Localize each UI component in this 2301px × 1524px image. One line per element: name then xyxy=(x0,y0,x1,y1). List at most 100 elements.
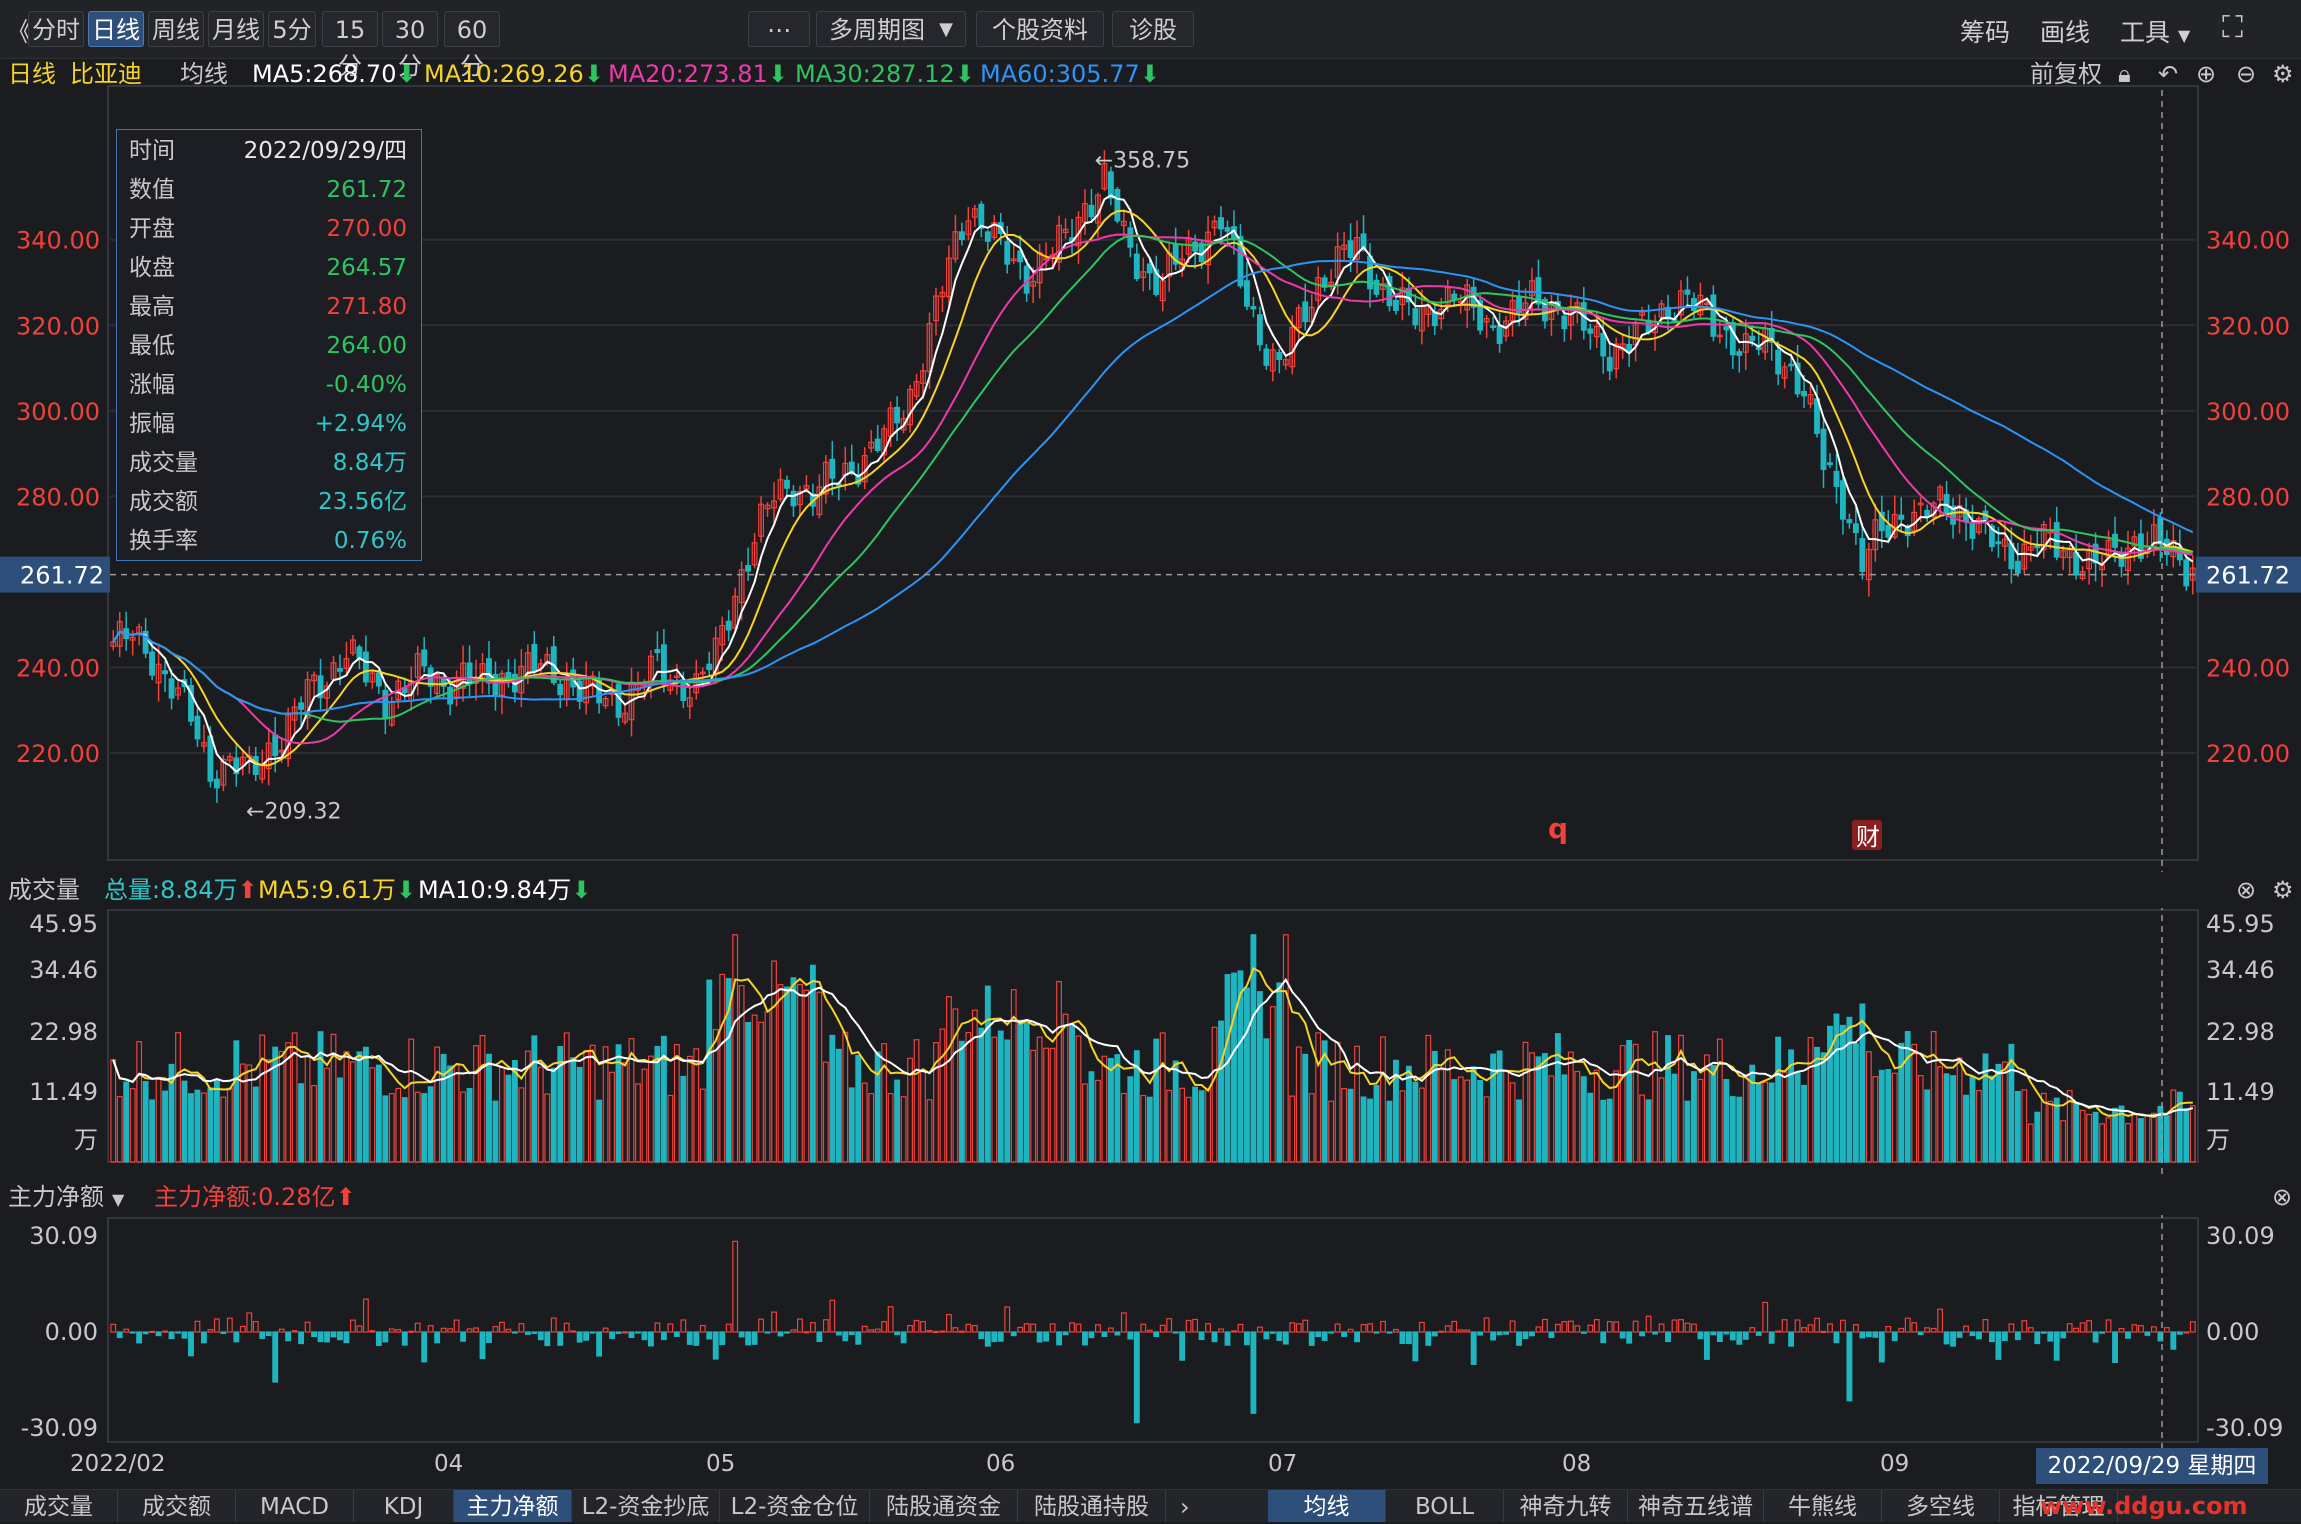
candle-body xyxy=(1801,390,1807,397)
flow-bar xyxy=(667,1323,674,1333)
candle-body xyxy=(1723,326,1730,331)
flow-bar xyxy=(1231,1330,1237,1333)
close-icon[interactable]: ⊗ xyxy=(2272,1183,2293,1211)
flow-bar xyxy=(1263,1331,1270,1340)
volume-bar xyxy=(453,1064,460,1163)
chevron-right-icon[interactable]: › xyxy=(1180,1493,1190,1521)
diagnose-button[interactable]: 诊股 xyxy=(1112,11,1194,47)
volume-bar xyxy=(1684,1100,1691,1163)
indicator-tab[interactable]: 陆股通持股 xyxy=(1018,1490,1166,1522)
finance-marker-box[interactable] xyxy=(1852,820,1882,850)
period-button-7[interactable]: 60分 xyxy=(444,11,500,80)
volume-bar xyxy=(149,1099,156,1163)
period-button-4[interactable]: 5分 xyxy=(268,11,316,47)
indicator-tab[interactable]: 主力净额 xyxy=(454,1490,572,1522)
candle-body xyxy=(1703,302,1710,306)
volume-bar xyxy=(1587,1092,1594,1163)
volume-bar xyxy=(1075,1035,1082,1163)
volume-bar xyxy=(427,1086,434,1163)
ma60-line xyxy=(112,259,2194,715)
q-marker[interactable]: q xyxy=(1548,812,1568,845)
candle-body xyxy=(311,674,317,682)
overlay-tab[interactable]: 均线 xyxy=(1268,1490,1386,1522)
ma-label[interactable]: 均线 xyxy=(180,60,228,88)
multi-period-dropdown[interactable]: 多周期图 ▼ xyxy=(816,11,966,47)
finance-marker[interactable]: 财 xyxy=(1856,823,1880,851)
volume-bar xyxy=(1049,1047,1056,1163)
overlay-tab[interactable]: 神奇九转 xyxy=(1504,1490,1628,1522)
chips-button[interactable]: 筹码 xyxy=(1960,18,2011,47)
overlay-tab[interactable]: BOLL xyxy=(1386,1490,1504,1522)
overlay-tab[interactable]: 多空线 xyxy=(1882,1490,2000,1522)
indicator-tab[interactable]: MACD xyxy=(236,1490,354,1522)
period-button-2[interactable]: 周线 xyxy=(148,11,204,47)
overlay-tab[interactable]: 指标管理 xyxy=(2000,1490,2118,1522)
candle-body xyxy=(1114,188,1121,222)
flow-bar xyxy=(414,1322,421,1333)
close-icon[interactable]: ⊗ xyxy=(2236,876,2257,904)
candle-body xyxy=(1736,351,1743,356)
indicator-tab[interactable]: 陆股通资金 xyxy=(870,1490,1018,1522)
candle-body xyxy=(784,479,790,489)
flow-bar xyxy=(142,1331,149,1335)
flow-bar xyxy=(1328,1331,1335,1334)
volume-bar xyxy=(1814,1046,1820,1163)
more-periods-button[interactable]: ⋯ xyxy=(748,11,810,47)
period-button-5[interactable]: 15分 xyxy=(322,11,378,80)
stock-name[interactable]: 比亚迪 xyxy=(70,60,142,88)
volume-bar xyxy=(2073,1103,2080,1163)
indicator-tab[interactable]: L2-资金仓位 xyxy=(720,1490,870,1522)
flow-bar xyxy=(1062,1331,1069,1336)
zoom-in-icon[interactable]: ⊕ xyxy=(2196,60,2217,88)
adjust-mode[interactable]: 前复权 xyxy=(2030,60,2102,88)
flow-bar xyxy=(1438,1330,1445,1333)
flow-title[interactable]: 主力净额 ▼ xyxy=(8,1179,124,1218)
flow-bar xyxy=(1477,1331,1484,1336)
volume-bar xyxy=(142,1081,149,1163)
draw-line-button[interactable]: 画线 xyxy=(2040,18,2091,47)
volume-bar xyxy=(842,1031,849,1163)
candle-body xyxy=(797,491,803,506)
gear-icon[interactable]: ⚙ xyxy=(2272,876,2294,904)
flow-bar xyxy=(1023,1323,1030,1333)
lock-icon[interactable]: 🔒︎ xyxy=(2118,60,2131,88)
candle-body xyxy=(1237,235,1244,287)
volume-bar xyxy=(2047,1100,2054,1163)
back-icon[interactable]: 《 xyxy=(6,18,33,48)
volume-bar xyxy=(1904,1031,1911,1163)
indicator-tab[interactable]: 成交量 xyxy=(0,1490,118,1522)
undo-icon[interactable]: ↶ xyxy=(2158,60,2179,88)
volume-bar xyxy=(1127,1076,1134,1163)
volume-bar xyxy=(1276,982,1283,1163)
tools-button[interactable]: 工具 ▼ xyxy=(2120,13,2190,49)
volume-title[interactable]: 成交量 xyxy=(8,876,80,904)
period-button-3[interactable]: 月线 xyxy=(208,11,264,47)
indicator-tab[interactable]: KDJ xyxy=(354,1490,454,1522)
period-button-6[interactable]: 30分 xyxy=(382,11,438,80)
zoom-out-icon[interactable]: ⊖ xyxy=(2236,60,2257,88)
overlay-tab[interactable]: 牛熊线 xyxy=(1764,1490,1882,1522)
volume-bar xyxy=(1470,1066,1477,1163)
fullscreen-icon[interactable]: ⛶ xyxy=(2222,10,2243,45)
volume-bar xyxy=(1367,1098,1373,1163)
volume-bar xyxy=(1762,1081,1769,1163)
volume-bar xyxy=(1976,1089,1982,1163)
volume-bar xyxy=(1755,1082,1762,1163)
gear-icon[interactable]: ⚙ xyxy=(2272,60,2294,88)
flow-bar xyxy=(1341,1331,1348,1337)
stock-info-button[interactable]: 个股资料 xyxy=(976,11,1104,47)
flow-bar xyxy=(252,1320,259,1333)
indicator-tab[interactable]: L2-资金抄底 xyxy=(572,1490,720,1522)
ma30-text: MA30:287.12 xyxy=(795,60,955,88)
tooltip-row: 振幅 +2.94% xyxy=(129,405,413,443)
period-button-0[interactable]: 分时 xyxy=(28,11,84,47)
overlay-tab[interactable]: 神奇五线谱 xyxy=(1628,1490,1764,1522)
candle-body xyxy=(1127,227,1134,248)
indicator-tab[interactable]: 成交额 xyxy=(118,1490,236,1522)
period-button-1[interactable]: 日线 xyxy=(88,11,144,47)
flow-bar xyxy=(1982,1319,1989,1333)
volume-bar xyxy=(1107,1057,1114,1163)
volume-bar xyxy=(2014,1090,2021,1163)
candle-body xyxy=(952,231,959,260)
